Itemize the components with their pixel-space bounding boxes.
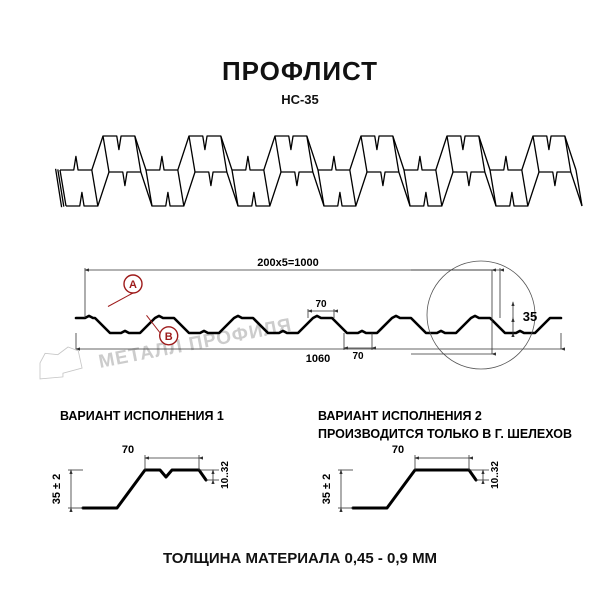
svg-text:70: 70 — [315, 299, 327, 310]
svg-text:ВАРИАНТ ИСПОЛНЕНИЯ 1: ВАРИАНТ ИСПОЛНЕНИЯ 1 — [60, 409, 224, 423]
svg-text:ПРОИЗВОДИТСЯ ТОЛЬКО В Г. ШЕЛЕХ: ПРОИЗВОДИТСЯ ТОЛЬКО В Г. ШЕЛЕХОВ — [318, 427, 572, 441]
svg-text:1060: 1060 — [306, 353, 330, 365]
svg-text:10..32: 10..32 — [490, 461, 501, 489]
svg-text:МЕТАЛЛ ПРОФИЛЯ: МЕТАЛЛ ПРОФИЛЯ — [97, 315, 294, 373]
svg-text:ВАРИАНТ ИСПОЛНЕНИЯ 2: ВАРИАНТ ИСПОЛНЕНИЯ 2 — [318, 409, 482, 423]
svg-text:35: 35 — [523, 309, 537, 324]
svg-text:35 ± 2: 35 ± 2 — [321, 474, 333, 505]
svg-text:70: 70 — [122, 444, 134, 456]
svg-text:70: 70 — [392, 444, 404, 456]
svg-text:35 ± 2: 35 ± 2 — [51, 474, 63, 505]
svg-text:10..32: 10..32 — [220, 461, 231, 489]
svg-text:B: B — [165, 331, 173, 343]
svg-text:A: A — [129, 279, 137, 291]
svg-text:70: 70 — [352, 351, 364, 362]
svg-text:200x5=1000: 200x5=1000 — [257, 257, 318, 269]
